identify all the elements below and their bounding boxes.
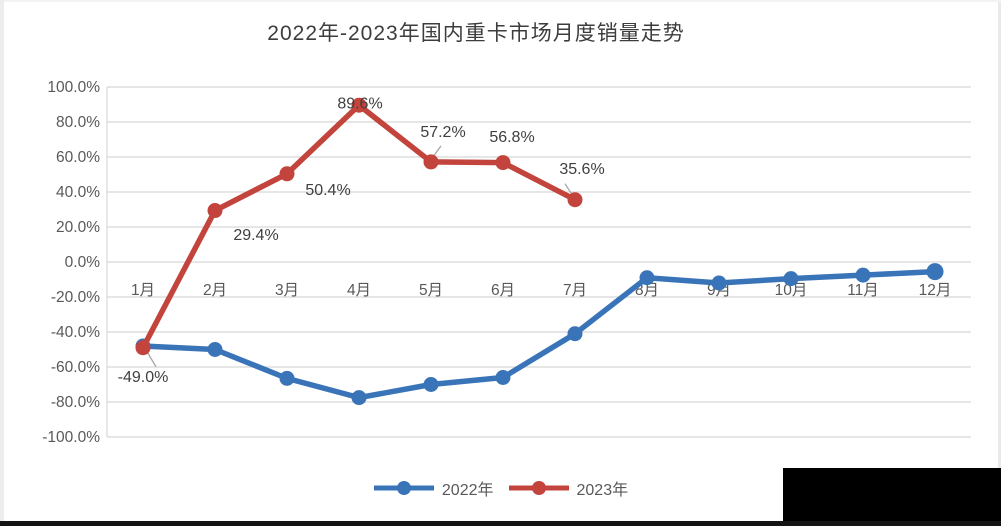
data-point [567, 192, 583, 208]
x-tick-label: 3月 [275, 282, 299, 299]
data-label: 89.6% [337, 95, 382, 112]
data-point [783, 271, 799, 287]
legend-line-marker-icon [508, 481, 569, 495]
x-tick-label: 6月 [491, 282, 515, 299]
legend-line-marker-icon [373, 481, 434, 495]
x-tick-label: 11月 [847, 282, 879, 299]
data-point [351, 97, 367, 113]
data-point [207, 342, 223, 357]
x-tick-label: 2月 [203, 282, 227, 299]
x-tick-label: 7月 [563, 282, 587, 299]
data-point [279, 370, 295, 386]
data-label: 29.4% [233, 227, 278, 244]
data-point [207, 203, 223, 219]
x-tick-label: 1月 [131, 282, 155, 299]
y-tick-label: 100.0% [47, 79, 100, 96]
data-label: 35.6% [559, 161, 604, 178]
y-tick-label: -60.0% [51, 359, 100, 376]
data-point [135, 340, 151, 356]
data-point [495, 370, 511, 385]
y-tick-label: -20.0% [51, 289, 100, 306]
legend-item-2023: 2023年 [508, 476, 629, 500]
chart-plot-area: 100.0% 80.0% 60.0% 40.0% 20.0% 0.0% -20.0% -40.… [42, 79, 971, 446]
legend-item-2022: 2022年 [373, 476, 494, 500]
x-tick-label: 8月 [635, 282, 659, 299]
data-point [279, 166, 295, 182]
data-point [351, 390, 367, 406]
label-leader-line [146, 351, 157, 368]
data-label: 57.2% [420, 124, 465, 141]
y-tick-label: -80.0% [51, 394, 100, 411]
label-leader-line [564, 183, 573, 196]
data-point [855, 267, 871, 283]
data-label: 50.4% [305, 182, 350, 199]
x-tick-label: 12月 [919, 282, 952, 299]
legend-label-2023: 2023年 [576, 482, 629, 499]
chart-legend: 2022年 2023年 [0, 476, 1001, 500]
x-tick-label: 5月 [419, 282, 443, 299]
data-point [926, 263, 944, 281]
legend-label-2022: 2022年 [441, 482, 494, 499]
chart-title: 2022年-2023年国内重卡市场月度销量走势 [267, 22, 685, 45]
y-tick-label: 20.0% [56, 219, 100, 236]
data-point [567, 326, 583, 342]
y-tick-label: -100.0% [42, 429, 100, 446]
x-tick-label: 4月 [347, 282, 371, 299]
y-tick-label: 80.0% [56, 114, 100, 131]
y-tick-label: 60.0% [56, 149, 100, 166]
redaction-box [783, 468, 1001, 522]
y-tick-label: 40.0% [56, 184, 100, 201]
label-leader-line [432, 145, 442, 158]
data-label: 56.8% [489, 129, 534, 146]
bottom-border-bar [0, 521, 1001, 526]
data-point [639, 270, 655, 286]
x-tick-label: 10月 [775, 282, 808, 299]
data-point [423, 154, 439, 170]
y-tick-label: -40.0% [51, 324, 100, 341]
data-point [495, 155, 511, 171]
data-point [711, 275, 727, 291]
y-tick-label: 0.0% [65, 254, 101, 271]
data-label: -49.0% [118, 369, 169, 386]
series-2022-line [140, 268, 938, 401]
data-point [423, 377, 439, 392]
